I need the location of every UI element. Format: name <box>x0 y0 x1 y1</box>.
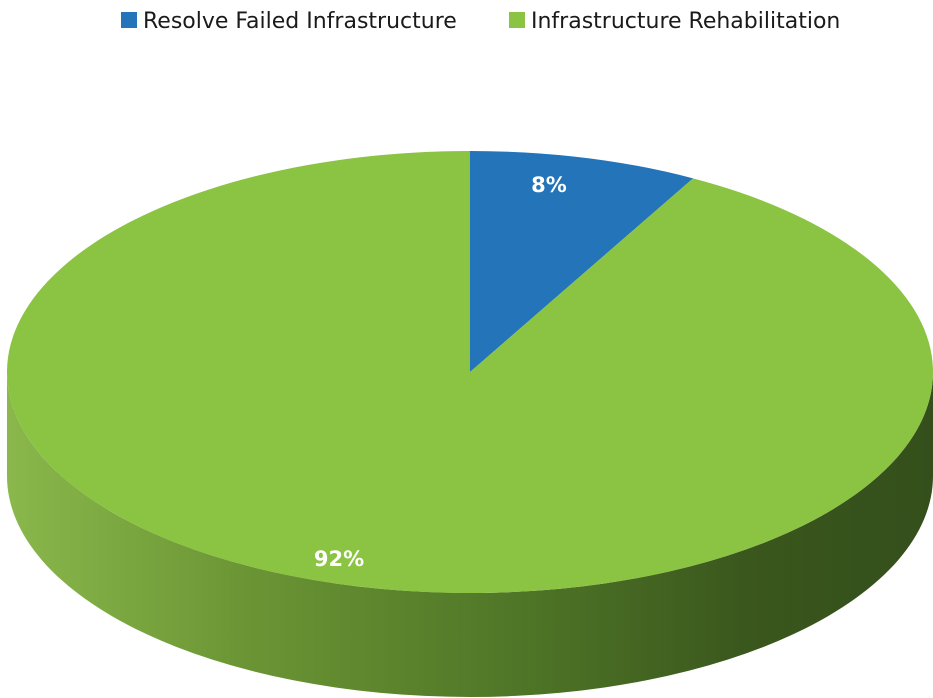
legend-swatch-resolve-failed-infrastructure <box>121 12 137 28</box>
data-label-infrastructure-rehabilitation: 92% <box>314 547 364 571</box>
pie-side-band <box>7 372 933 697</box>
legend-label-resolve-failed-infrastructure: Resolve Failed Infrastructure <box>143 9 457 34</box>
pie-labels: 8% 92% <box>314 173 567 571</box>
pie-top <box>6 151 933 593</box>
pie-slice-resolve-failed-infrastructure <box>470 151 694 372</box>
pie-side <box>7 372 933 697</box>
legend-swatch-infrastructure-rehabilitation <box>509 12 525 28</box>
legend-item-resolve-failed-infrastructure: Resolve Failed Infrastructure <box>121 9 457 34</box>
legend-item-infrastructure-rehabilitation: Infrastructure Rehabilitation <box>509 9 840 34</box>
pie-slice-infrastructure-rehabilitation <box>6 151 933 593</box>
legend: Resolve Failed Infrastructure Infrastruc… <box>121 9 840 34</box>
data-label-resolve-failed-infrastructure: 8% <box>531 173 567 197</box>
legend-label-infrastructure-rehabilitation: Infrastructure Rehabilitation <box>531 9 840 34</box>
